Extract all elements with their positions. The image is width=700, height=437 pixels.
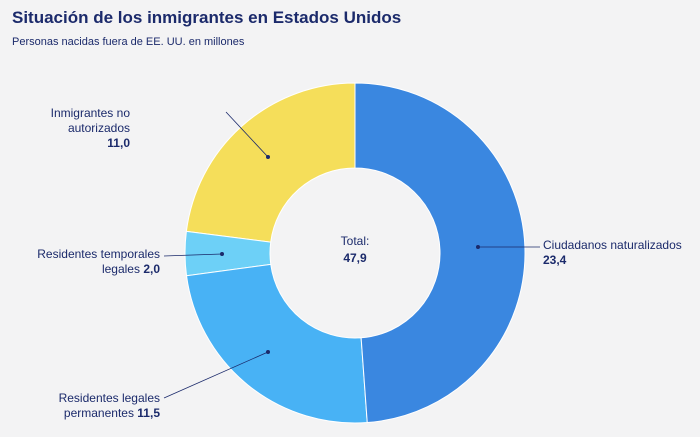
segment-label: Residentes legales permanentes 11,5 (20, 391, 160, 421)
value-label: 11,5 (137, 406, 160, 420)
leader-dot (220, 252, 224, 256)
leader (476, 245, 540, 249)
category-label: Residentes legales permanentes (58, 391, 160, 420)
leader-dot (266, 350, 270, 354)
category-label: Inmigrantes no autorizados (50, 106, 130, 135)
value-label: 11,0 (107, 136, 130, 150)
leader-line (163, 253, 223, 257)
chart-subtitle: Personas nacidas fuera de EE. UU. en mil… (12, 36, 245, 48)
leader-dot (266, 155, 270, 159)
segment-label: Inmigrantes no autorizados 11,0 (10, 106, 130, 151)
leader (163, 350, 270, 399)
center-label: Total: (341, 234, 370, 248)
leader-dot (476, 245, 480, 249)
donut-segment (354, 82, 526, 424)
leader (163, 252, 224, 257)
value-label: 23,4 (543, 253, 567, 267)
leader-line (225, 111, 269, 158)
segment-label: Residentes temporales legales 2,0 (20, 247, 160, 277)
donut-segment (185, 82, 356, 243)
donut-segment (185, 263, 368, 424)
total-label: 47,9 (343, 251, 367, 265)
donut-segment (184, 230, 272, 277)
value-label: 2,0 (143, 262, 160, 276)
category-label: Residentes temporales legales (37, 247, 160, 276)
segment-label: Ciudadanos naturalizados 23,4 (543, 238, 700, 268)
chart-title: Situación de los inmigrantes en Estados … (12, 8, 402, 27)
category-label: Ciudadanos naturalizados (543, 238, 682, 252)
leader-line (163, 351, 269, 399)
leader (225, 111, 270, 159)
